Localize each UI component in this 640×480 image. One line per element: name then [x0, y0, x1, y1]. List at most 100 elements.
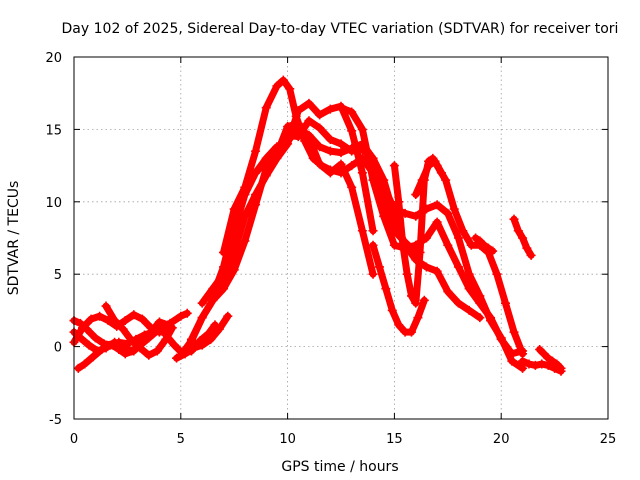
series-arc-20 [535, 344, 566, 373]
data-point [411, 190, 421, 200]
data-point [379, 182, 389, 192]
data-point [219, 262, 229, 272]
data-point [368, 269, 378, 279]
data-point [535, 344, 545, 354]
data-point [424, 161, 434, 171]
data-point [336, 148, 346, 158]
data-point [325, 146, 335, 156]
data-point [84, 340, 94, 350]
data-point [492, 269, 502, 279]
data-point [137, 314, 147, 324]
data-point [464, 305, 474, 315]
data-point [441, 175, 451, 185]
data-point [443, 287, 453, 297]
data-point [167, 323, 177, 333]
data-point [368, 226, 378, 236]
data-point [176, 311, 186, 321]
data-point [453, 298, 463, 308]
data-point [144, 350, 154, 360]
data-point [308, 153, 318, 163]
data-point [261, 153, 271, 163]
data-point [78, 323, 88, 333]
data-point [135, 343, 145, 353]
data-point [443, 208, 453, 218]
data-point [336, 139, 346, 149]
data-point [315, 123, 325, 133]
data-point [530, 360, 540, 370]
data-point [347, 107, 357, 117]
data-point [496, 334, 506, 344]
data-point [251, 146, 261, 156]
series-arc-18 [509, 214, 536, 260]
data-point [537, 359, 547, 369]
data-point [197, 340, 207, 350]
data-point [229, 204, 239, 214]
data-point [118, 342, 128, 352]
data-point [219, 247, 229, 257]
data-point [522, 243, 532, 253]
data-point [347, 182, 357, 192]
data-point [261, 103, 271, 113]
data-point [300, 136, 310, 146]
x-axis-label: GPS time / hours [281, 459, 398, 475]
data-point [161, 330, 171, 340]
data-point [95, 311, 105, 321]
data-point [223, 311, 233, 321]
data-point [475, 236, 485, 246]
y-axis-label: SDTVAR / TECUs [6, 181, 22, 296]
data-point [509, 327, 519, 337]
data-point [464, 269, 474, 279]
y-tick-label: 15 [45, 123, 62, 138]
data-point [129, 310, 139, 320]
data-point [261, 171, 271, 181]
data-point [539, 349, 549, 359]
data-point [453, 233, 463, 243]
data-point [432, 200, 442, 210]
data-point [500, 298, 510, 308]
data-point [432, 217, 442, 227]
data-point [379, 211, 389, 221]
data-point [458, 226, 468, 236]
data-point [154, 317, 164, 327]
data-points [69, 75, 566, 376]
data-point [304, 116, 314, 126]
data-point [92, 346, 102, 356]
data-point [518, 233, 528, 243]
data-point [272, 142, 282, 152]
data-point [197, 298, 207, 308]
data-point [347, 126, 357, 136]
data-point [419, 295, 429, 305]
data-point [389, 240, 399, 250]
data-point [90, 333, 100, 343]
data-point [357, 226, 367, 236]
series-arc-16 [411, 156, 446, 200]
data-point [127, 336, 137, 346]
data-point [251, 190, 261, 200]
data-point [325, 135, 335, 145]
x-tick-label: 20 [493, 432, 510, 447]
series-arc-4 [69, 308, 192, 347]
data-point [304, 98, 314, 108]
data-point [556, 363, 566, 373]
x-tick-label: 25 [600, 432, 617, 447]
x-tick-label: 15 [386, 432, 403, 447]
data-point [488, 246, 498, 256]
series-trace [70, 324, 170, 355]
data-point [347, 161, 357, 171]
data-point [110, 337, 120, 347]
data-point [368, 240, 378, 250]
data-point [80, 359, 90, 369]
data-point [430, 156, 440, 166]
data-point [336, 168, 346, 178]
data-point [189, 343, 199, 353]
data-point [206, 334, 216, 344]
data-point [208, 291, 218, 301]
data-point [417, 175, 427, 185]
y-tick-label: 20 [45, 51, 62, 66]
y-tick-label: 0 [54, 341, 62, 356]
data-point [464, 284, 474, 294]
data-point [317, 161, 327, 171]
series-arc-17 [471, 233, 498, 256]
